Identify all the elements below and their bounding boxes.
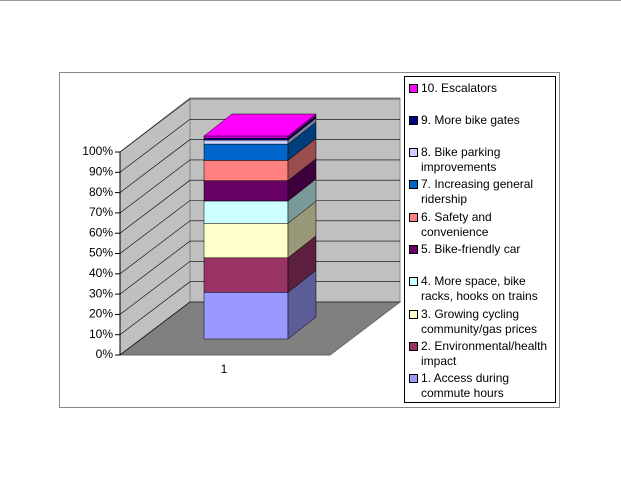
bar xyxy=(203,143,289,161)
grid-line xyxy=(119,240,400,295)
legend-swatch xyxy=(409,309,418,319)
bar xyxy=(203,137,289,141)
legend-swatch xyxy=(409,83,418,93)
legend-swatch xyxy=(409,180,418,190)
y-tick-label: 60% xyxy=(89,225,113,239)
bar xyxy=(203,257,289,293)
x-tick-label: 1 xyxy=(221,362,228,376)
legend-label: 3. Growing cycling community/gas prices xyxy=(421,306,538,336)
legend-label: 6. Safety and convenience xyxy=(421,209,492,239)
grid-line xyxy=(119,301,400,356)
grid-line xyxy=(119,139,400,193)
legend-swatch xyxy=(409,212,418,222)
y-tick-label: 0% xyxy=(96,347,114,361)
legend-box xyxy=(404,76,556,403)
legend-label: 1. Access during commute hours xyxy=(421,371,510,401)
y-tick-label: 20% xyxy=(89,307,113,321)
legend-label: 2. Environmental/health impact xyxy=(421,338,548,368)
legend-label: 9. More bike gates xyxy=(421,112,520,127)
bar-top xyxy=(203,113,317,137)
legend-swatch xyxy=(409,245,418,254)
legend-swatch xyxy=(409,115,418,125)
grid-line xyxy=(119,200,400,254)
y-tick-label: 80% xyxy=(89,185,113,199)
grid-line xyxy=(119,179,400,234)
legend-label: 4. More space, bike racks, hooks on trai… xyxy=(421,274,538,304)
y-tick-label: 100% xyxy=(82,144,113,158)
bar xyxy=(203,292,289,340)
grid-line xyxy=(119,98,400,153)
y-tick-label: 50% xyxy=(89,246,113,260)
bar xyxy=(203,223,289,259)
y-tick-label: 40% xyxy=(89,266,113,280)
bar xyxy=(203,180,289,202)
grid-line xyxy=(119,119,400,173)
grid-line xyxy=(119,281,400,335)
legend-swatch xyxy=(409,148,418,158)
grid-line xyxy=(119,261,400,315)
legend-label: 8. Bike parking improvements xyxy=(421,145,501,175)
legend-label: 7. Increasing general ridership xyxy=(421,177,534,207)
bar xyxy=(203,135,289,139)
y-tick-label: 30% xyxy=(89,286,113,300)
legend-label: 5. Bike-friendly car xyxy=(421,242,521,256)
grid-line xyxy=(119,220,400,275)
legend-swatch xyxy=(409,341,418,351)
y-tick-label: 90% xyxy=(89,164,113,178)
bar xyxy=(203,160,289,181)
bar xyxy=(203,139,289,145)
legend-label: 10. Escalators xyxy=(421,80,498,95)
bar xyxy=(203,200,289,224)
legend-swatch xyxy=(409,277,418,287)
legend-swatch xyxy=(409,374,418,384)
y-tick-label: 10% xyxy=(89,327,113,341)
y-tick-label: 70% xyxy=(89,205,113,219)
grid-line xyxy=(119,159,400,214)
